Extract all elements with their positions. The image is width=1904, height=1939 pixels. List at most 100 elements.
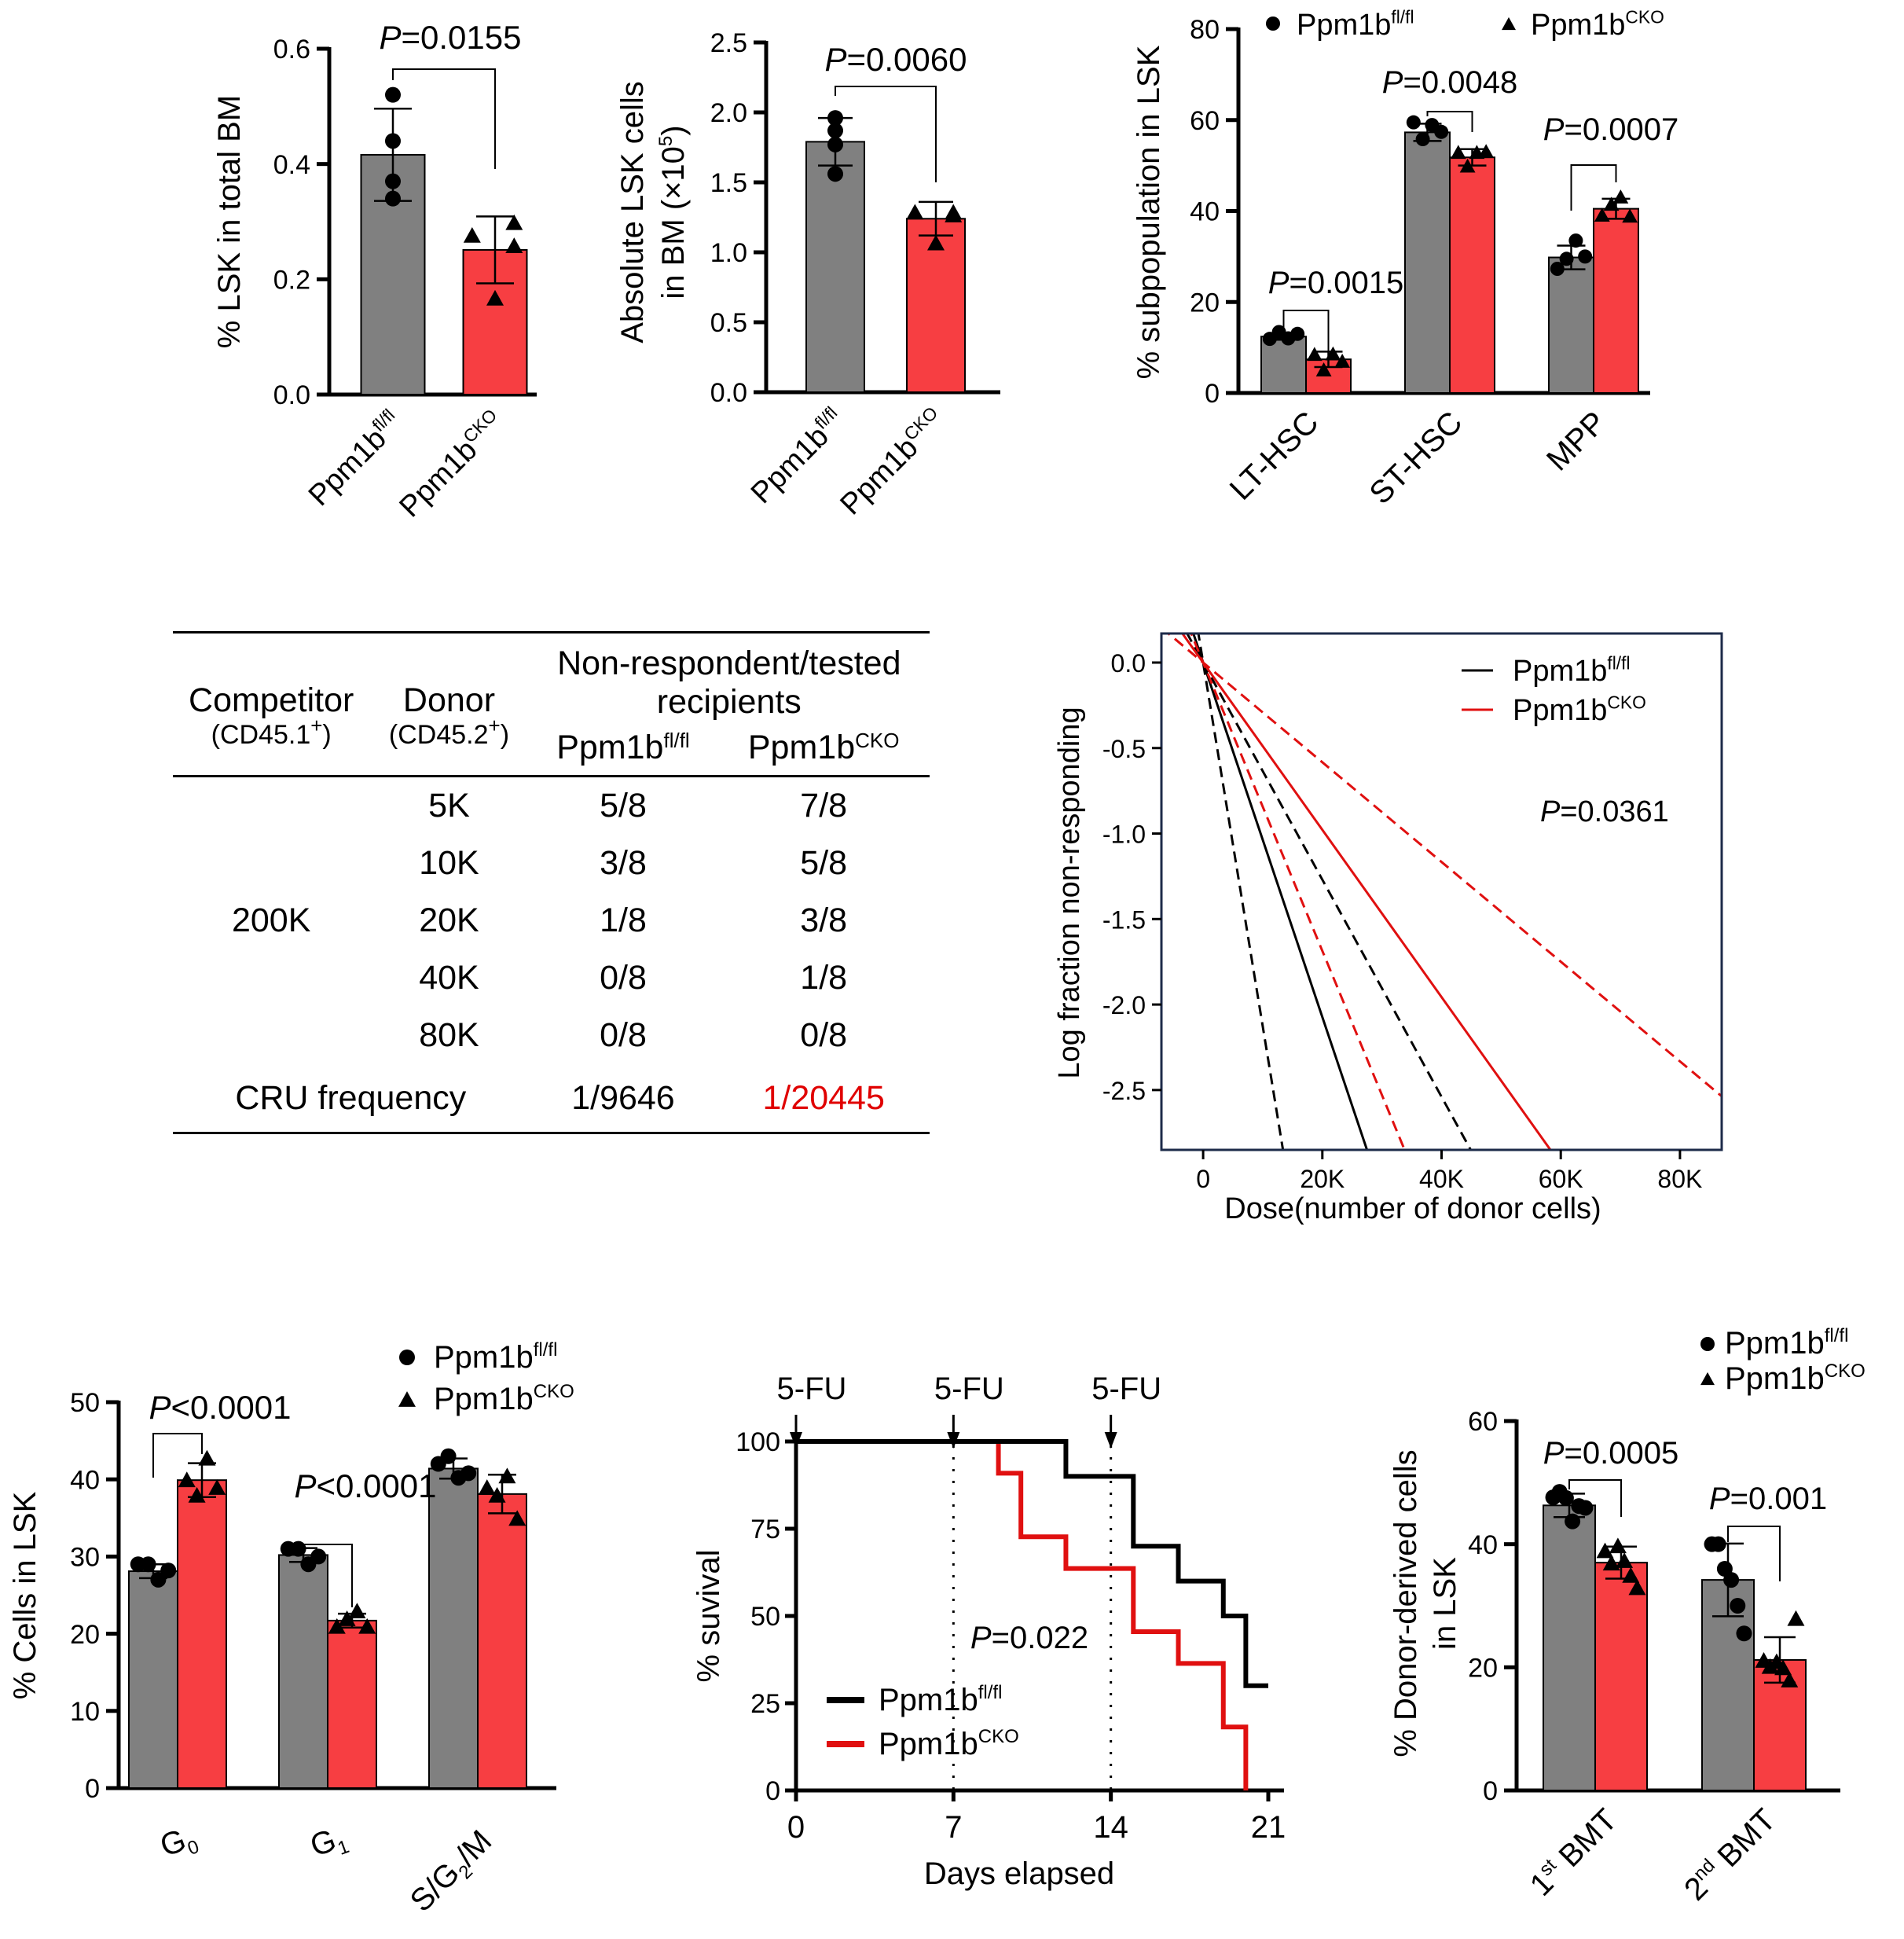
p-value-label: P=0.001 [1709, 1482, 1827, 1516]
data-point-triangle [498, 1467, 516, 1484]
data-point-circle [827, 123, 843, 139]
significance-bracket [1282, 310, 1330, 362]
data-point-triangle [508, 1510, 526, 1526]
data-point-triangle [1315, 362, 1332, 376]
p-value-label: P=0.0048 [1382, 65, 1517, 100]
x-tick-label: MPP [1540, 405, 1612, 477]
y-tick-label: 100 [736, 1427, 780, 1457]
y-tick-label: 20 [1468, 1654, 1498, 1684]
p-value-label: P<0.0001 [294, 1467, 436, 1504]
y-tick-label: 0.0 [710, 378, 747, 408]
data-point-circle [1557, 1489, 1574, 1506]
table-row: 80K 0/8 0/8 [419, 1016, 848, 1055]
y-tick-label: -1.0 [1102, 821, 1146, 849]
data-point-triangle [1781, 1672, 1799, 1687]
data-point-circle [1710, 1536, 1726, 1552]
y-tick-label: 50 [750, 1602, 780, 1632]
table-row: 40K 0/8 1/8 [419, 959, 848, 997]
x-tick-label: 2nd BMT [1677, 1801, 1782, 1907]
cru-frequency-row: CRU frequency 1/9646 1/20445 [173, 1064, 930, 1133]
data-point-triangle [1609, 1537, 1627, 1554]
bar-cko [177, 1479, 227, 1789]
header-cko: Ppm1bCKO [747, 728, 900, 766]
legend-label-control: Ppm1bfl/fl [434, 1339, 557, 1375]
treatment-label: 5-FU [1091, 1372, 1161, 1406]
p-value-label: P=0.0015 [1268, 266, 1403, 300]
fit-line [1180, 633, 1552, 1150]
x-tick-label: 0 [787, 1810, 805, 1845]
data-point-circle [290, 1541, 306, 1557]
data-point-triangle [348, 1603, 366, 1619]
x-tick-label: G1 [306, 1820, 352, 1868]
data-point-circle [460, 1465, 477, 1482]
data-point-triangle [1622, 1566, 1640, 1583]
y-tick-label: 50 [70, 1388, 100, 1418]
data-point-triangle [208, 1479, 226, 1495]
y-tick-label: -0.5 [1102, 735, 1146, 763]
survival-curve [796, 1439, 1268, 1688]
y-tick-label: 2.5 [710, 28, 747, 58]
y-tick-label: 10 [70, 1697, 100, 1727]
data-point-circle [1736, 1625, 1752, 1642]
y-tick-label: 1.5 [710, 168, 747, 198]
y-tick-label: 1.0 [710, 238, 747, 268]
lda-lines [1166, 633, 1722, 1150]
chart-cell-cycle: 0 10 20 30 40 50 G0 G1 S/G2/M P<0.0001 P<0.0001 % C… [8, 1339, 574, 1919]
significance-bracket [1570, 164, 1617, 211]
header-control: Ppm1bfl/fl [556, 728, 690, 766]
chart-survival: 0 25 50 75 100 0 7 14 21 5-FU 5-FU 5-FU P=0.022 Days … [692, 1372, 1286, 1891]
data-point-circle [827, 110, 843, 127]
x-axis-title: Dose(number of donor cells) [1224, 1192, 1601, 1225]
data-point-triangle [478, 1479, 496, 1495]
y-tick-label: 25 [750, 1689, 780, 1719]
data-point-triangle [1459, 158, 1476, 173]
treatment-label: 5-FU [934, 1372, 1004, 1406]
y-axis-title: % Cells in LSK [8, 1491, 42, 1699]
bar-cko [1593, 207, 1639, 395]
y-tick-label: 0.4 [273, 150, 310, 180]
x-tick-label: 1st BMT [1523, 1801, 1623, 1902]
p-value-label: P<0.0001 [149, 1389, 291, 1426]
data-point-triangle [338, 1610, 356, 1626]
y-tick-label: 40 [70, 1465, 100, 1495]
fit-line [1192, 633, 1369, 1150]
data-point-triangle [1306, 347, 1323, 362]
bar-control [1548, 256, 1594, 394]
y-axis-title: % suvival [692, 1550, 726, 1683]
data-point-circle [1415, 132, 1430, 147]
p-value-label: P=0.0155 [379, 19, 521, 56]
data-point-triangle [1450, 145, 1466, 160]
significance-bracket [1426, 111, 1473, 132]
x-tick-label: Ppm1bfl/fl [743, 402, 851, 510]
bar-control [1404, 131, 1451, 394]
chart-limiting-dilution: 0.0 -0.5 -1.0 -1.5 -2.0 -2.5 0 20K 40K 60K 80K Dose… [1053, 632, 1723, 1225]
data-point-circle [440, 1448, 457, 1464]
data-point-triangle [188, 1486, 206, 1503]
legend-label-control: Ppm1bfl/fl [1297, 7, 1414, 42]
y-tick-label: 0 [765, 1776, 780, 1806]
bar-cko [1594, 1562, 1648, 1791]
data-point-triangle [178, 1471, 196, 1488]
chart-lsk-subpopulation: 0 20 40 60 80 LT-HSC ST-HSC MPP P=0.0015 P=0.0048… [1132, 7, 1678, 512]
y-axis-title: % subpopulation in LSK [1132, 45, 1166, 379]
y-tick-label: 20 [1190, 288, 1220, 318]
y-tick-label: 30 [70, 1543, 100, 1573]
data-point-triangle [358, 1618, 376, 1634]
bar-cko [327, 1619, 377, 1789]
header-donor: Donor (CD45.2+) [388, 681, 510, 751]
data-point-circle [1578, 249, 1593, 264]
data-point-triangle [1478, 144, 1495, 159]
data-point-circle [385, 190, 401, 207]
p-value-label: P=0.022 [970, 1621, 1088, 1655]
bar-control [278, 1554, 328, 1790]
y-tick-label: 0.6 [273, 35, 310, 64]
x-tick-label: ST-HSC [1363, 405, 1469, 511]
y-tick-label: 2.0 [710, 98, 747, 128]
table-row: 10K 3/8 5/8 [419, 844, 848, 883]
y-axis-title: in LSK [1428, 1557, 1462, 1650]
y-tick-label: 0.0 [273, 380, 310, 410]
ci-line-upper [1166, 633, 1722, 1097]
data-point-triangle [1622, 208, 1638, 223]
x-tick-label: LT-HSC [1223, 405, 1326, 507]
legend-label-cko: Ppm1bCKO [1725, 1361, 1865, 1396]
